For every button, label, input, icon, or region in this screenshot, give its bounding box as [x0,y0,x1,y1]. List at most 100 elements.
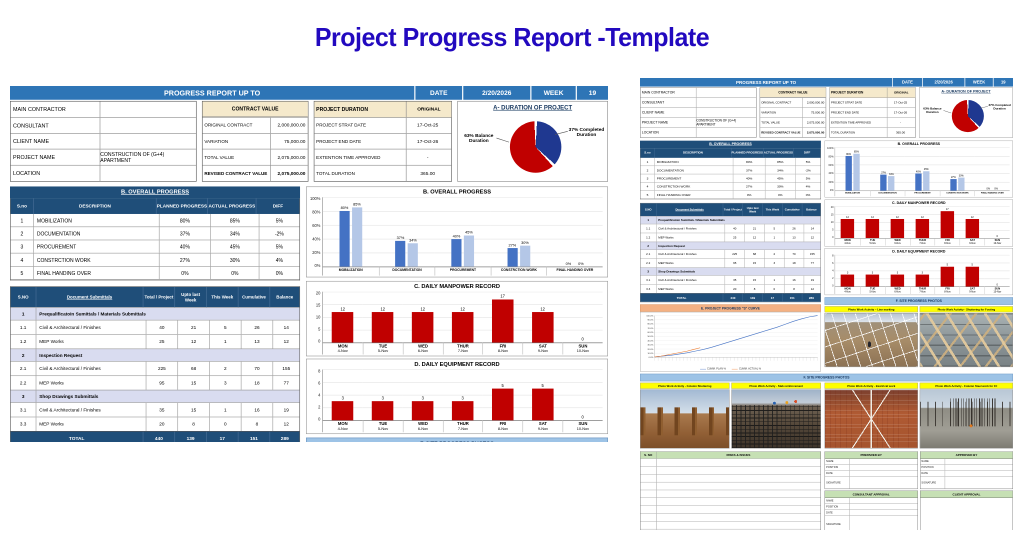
table-row: NAME [920,458,1013,465]
svg-text:0.0%: 0.0% [649,357,654,359]
s-curve-section-header: E. PROJECT PROGRESS "S" CURVE [640,304,821,312]
table-row: PROJECT NAME CONSTRUCTION OF (G+4) APARTM… [10,149,196,166]
project-info-band: MAIN CONTRACTOR CONSULTANT CLIENT NAME P… [640,87,1013,138]
pie-leader-line [943,110,952,114]
table-row: TOTAL DURATION 365.00 [830,127,915,138]
table-row: PROJECT END DATE 17-Oct-26 [829,107,916,118]
table-header: CONTRACT VALUE [202,101,308,118]
photo-slab-reinforcement [731,389,821,449]
submittals-total-row: TOTAL 440 139 17 151 289 [640,293,821,302]
project-duration-table: PROJECT DURATION ORIGINAL PROJECT STRAT D… [313,100,452,182]
report-header-bar: PROGRESS REPORT UP TO DATE 2/20/2026 WEE… [640,78,1013,87]
table-row: VARIATION 75,000.00 [202,133,308,150]
svg-text:10.0%: 10.0% [648,353,654,355]
approved-by-block: APPROVED BY NAME POSITION DATE SIGNATURE [919,451,1013,490]
table-header: S.NO Document Submittals Total / Project… [10,286,300,308]
table-header: S.no DESCRIPTION PLANNED PROGRESS ACTUAL… [10,198,300,214]
site-photos-section-header: F. SITE PROGRESS PHOTOS [640,373,1013,382]
report-header-bar: PROGRESS REPORT UP TO DATE 2/20/2026 WEE… [10,86,608,100]
photo-caption: Photo Work Activity - Slab reinforcement [731,382,821,389]
table-row: MAIN CONTRACTOR [10,101,196,118]
project-info-band: MAIN CONTRACTOR CONSULTANT CLIENT NAME P… [10,100,608,182]
table-row [640,474,821,482]
table-row [640,505,821,514]
svg-text:80.0%: 80.0% [648,324,654,326]
client-approval-signature-box [920,498,1012,530]
table-row: PROJECT STRAT DATE 17-Oct-25 [314,117,452,134]
table-row: TOTAL VALUE 2,075,000.00 [760,117,826,128]
table-row: 5 FINAL HANDING OVER 0% 0% 0% [640,190,821,199]
table-row: TOTAL VALUE 2,075,000.00 [202,149,308,166]
submittal-group-row: 2 Inspection Request [640,241,821,250]
duration-pie-panel: A- DURATION OF PROJECT 63% Balance Durat… [457,100,608,182]
svg-text:60.0%: 60.0% [648,332,654,334]
pie-completed-label: 37% Completed Duration [568,126,605,138]
table-row: CONSULTANT [10,117,196,134]
report-main-crop: PROGRESS REPORT UP TO DATE 2/20/2026 WEE… [10,86,608,442]
submittal-group-row: 1 Prequalificatoin Sumittals / Materials … [640,216,821,224]
table-row: 2 DOCUMENTATION 37% 34% -2% [10,227,300,241]
date-label: DATE [892,78,922,87]
table-row: TOTAL DURATION 365.00 [314,165,451,182]
table-row: 5 FINAL HANDING OVER 0% 0% 0% [10,266,300,280]
report-page: PROGRESS REPORT UP TO DATE 2/20/2026 WEE… [640,78,1013,530]
table-row [640,497,821,506]
table-row: 1.1 Civil & Architectural / Finishes 40 21 5… [640,223,821,233]
table-row: 1 MOBILIZATION 80% 85% 5% [640,157,821,167]
risks-issues-table: S. NO RISKS & ISSUES [640,451,821,530]
table-row: VARIATION 75,000.00 [760,107,826,118]
table-row: SIGNATURE [920,476,1012,489]
svg-text:30.0%: 30.0% [648,345,654,347]
report-page: PROGRESS REPORT UP TO DATE 2/20/2026 WEE… [10,86,608,442]
contract-value-table: CONTRACT VALUE ORIGINAL CONTRACT 2,000,00… [201,100,309,182]
photo-electrical-work [824,389,918,449]
table-row: ORIGINAL CONTRACT 2,000,000.00 [202,117,308,134]
photo-caption: Photo Work Activity – Line marking [824,306,918,313]
table-row: 3.3 MEP Works 20 8 0 8 12 [10,416,300,432]
table-row: 2.1 Civil & Architectural / Finishes 225 68… [10,361,300,376]
duration-pie-chart [951,100,984,133]
table-row: 4 CONSTRCTION WORK 27% 30% 4% [640,182,821,191]
table-row: 1.2 MEP Works 25 12 1 13 12 [10,334,300,349]
site-photos-section-header: F. SITE PROGRESS PHOTOS [306,437,608,442]
duration-pie-panel: A- DURATION OF PROJECT 63% Balance Durat… [919,87,1013,138]
daily-equipment-chart: D. DAILY EQUIPMENT RECORD 8 6 4 2 0 3 MON 4-Nov 3… [306,358,608,435]
prepared-by-block: PREPARED BY NAME POSITION DATE SIGNATURE [824,451,918,490]
photo-caption: Photo Work Activity - Shuttering for Foo… [919,306,1013,313]
photo-column-shuttering [640,389,730,449]
table-row: PROJECT END DATE 17-Oct-26 [314,133,452,150]
consultant-approval-block: CONSULTANT APPROVAL NAME POSITION DATE S… [824,490,918,530]
contract-value-table: CONTRACT VALUE ORIGINAL CONTRACT 2,000,00… [759,87,827,138]
table-row: 3.1 Civil & Architectural / Finishes 35 15 1… [640,275,821,285]
table-row: LOCATION [640,127,756,138]
table-row [640,521,821,529]
daily-equipment-chart: D. DAILY EQUIPMENT RECORD 8 6 4 2 0 3 MON 4-Nov 3… [824,248,1013,296]
project-duration-table: PROJECT DURATION ORIGINAL PROJECT STRAT D… [829,87,916,138]
document-submittals-table: S.NO Document Submittals Total / Project… [10,286,301,442]
overall-progress-table: S.no DESCRIPTION PLANNED PROGRESS ACTUAL… [640,148,821,200]
document-submittals-table: S.NO Document Submittals Total / Project… [640,202,821,303]
submittal-group-row: 3 Shop Drawings Submittals [10,389,300,403]
svg-text:20.0%: 20.0% [648,349,654,351]
table-row: LOCATION [11,165,196,182]
table-row: REVISED CONTRACT VALUE 2,075,000.00 [760,127,826,138]
table-row: CONSULTANT [640,97,757,108]
pie-leader-line [496,137,510,143]
client-approval-header: CLIENT APPROVAL [920,490,1013,498]
report-full-page-thumbnail: PROGRESS REPORT UP TO DATE 2/20/2026 WEE… [640,78,1016,530]
week-label: WEEK [531,86,576,100]
table-row: 3.3 MEP Works 20 8 0 8 12 [640,284,821,294]
table-row: 2.1 Civil & Architectural / Finishes 225 68… [640,249,821,259]
duration-pie-chart [509,121,562,173]
date-value: 2/20/2026 [922,78,965,87]
table-row: CLIENT NAME [640,107,757,118]
table-row: SIGNATURE [825,515,917,530]
table-row: PROJECT NAME CONSTRUCTION OF (G+4) APARTM… [640,117,757,128]
table-row: 2 DOCUMENTATION 37% 34% -2% [640,166,821,175]
page-title: Project Progress Report -Template [314,22,710,52]
table-row [640,458,821,467]
project-info-table: MAIN CONTRACTOR CONSULTANT CLIENT NAME P… [640,87,757,138]
table-header: S.NO Document Submittals Total / Project… [640,203,821,217]
table-row: DATE [920,470,1013,477]
photo-line-marking [824,312,918,368]
